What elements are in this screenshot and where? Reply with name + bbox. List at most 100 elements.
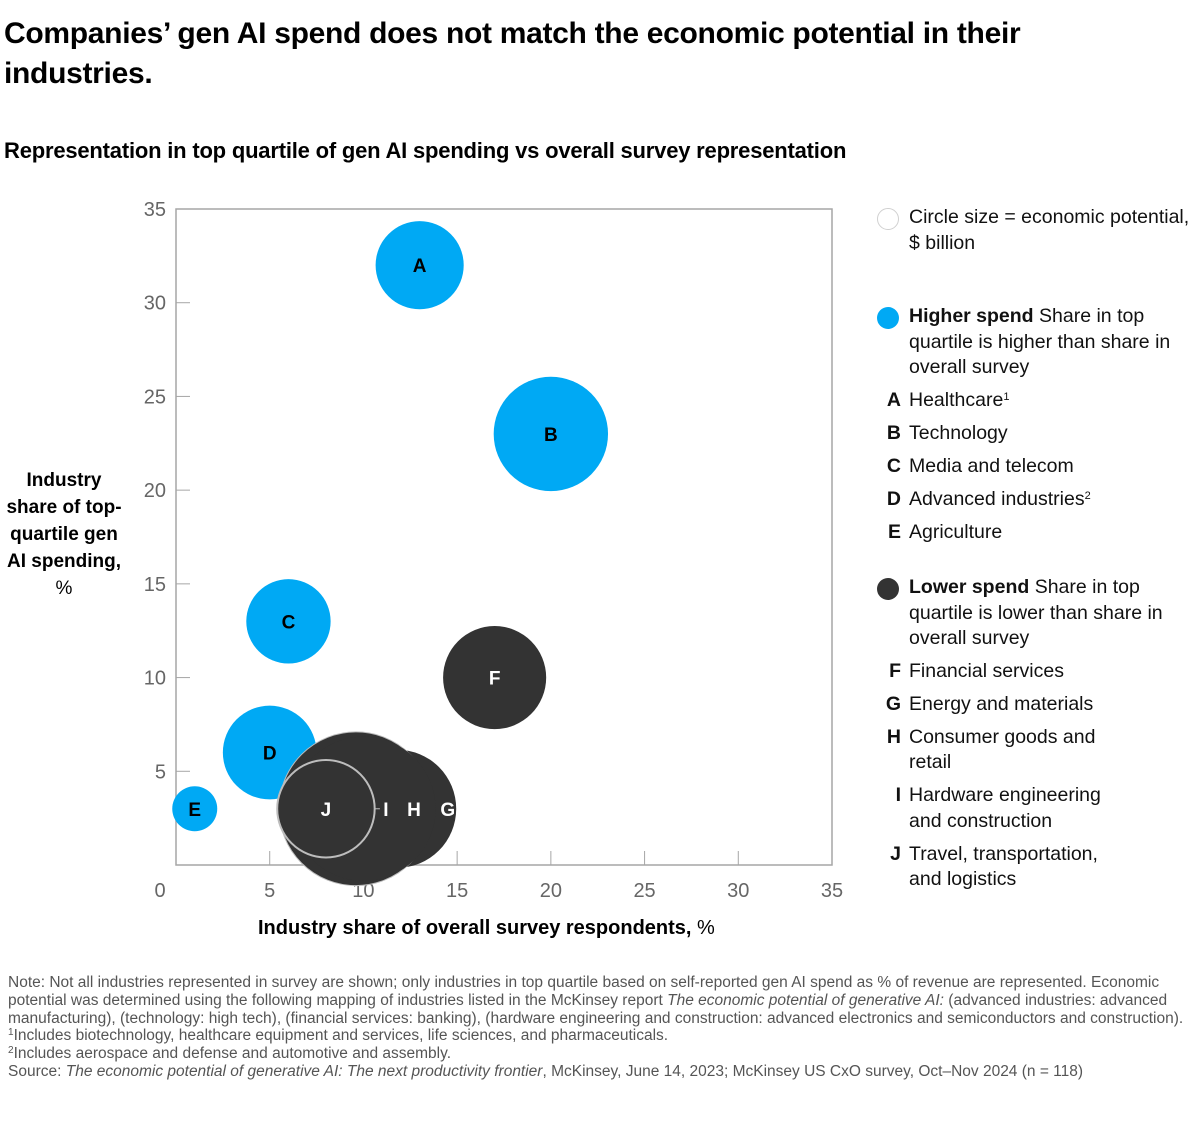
bubble-label-d: D: [263, 744, 277, 765]
x-tick-label: 35: [821, 880, 843, 902]
blue-circle-icon: [877, 307, 899, 329]
bubble-label-i: I: [383, 800, 388, 821]
note-text-2: (advanced industries: advanced manufactu…: [8, 991, 1184, 1027]
y-tick-label: 20: [144, 480, 166, 502]
legend-letter: E: [887, 520, 901, 543]
legend-item-g: G Energy and materials: [872, 692, 1124, 718]
y-tick-label: 15: [144, 574, 166, 596]
y-tick-label: 10: [144, 668, 166, 690]
bubble-label-h: H: [407, 800, 421, 821]
legend-letter: G: [885, 692, 901, 715]
legend-higher-desc: Share in top quartile is higher than sha…: [909, 305, 1171, 378]
note: Note: Not all industries represented in …: [8, 974, 1193, 1027]
x-tick-label: 30: [727, 880, 749, 902]
footnote-1: 1Includes biotechnology, healthcare equi…: [8, 1027, 1193, 1045]
legend-industry-label: Healthcare: [909, 388, 1004, 411]
legend-industry-label: Technology: [909, 421, 1008, 444]
empty-circle-icon: [877, 208, 899, 230]
x-axis-unit: %: [697, 917, 715, 939]
legend-higher-spend: Higher spend Share in top quartile is hi…: [872, 304, 1192, 381]
legend-industry-label: Hardware engineering and construction: [909, 784, 1101, 832]
legend-industry-label: Media and telecom: [909, 454, 1074, 477]
bubble-label-b: B: [544, 425, 558, 446]
bubble-b: [493, 376, 609, 492]
legend-industry-label: Consumer goods and retail: [909, 725, 1096, 774]
legend-lower-items: F Financial services G Energy and materials…: [872, 659, 1192, 893]
legend-item-i: I Hardware engineering and construction: [872, 783, 1124, 834]
y-tick-label: 5: [155, 761, 166, 783]
plot-frame: [175, 208, 833, 866]
x-tick-label: 20: [540, 880, 562, 902]
x-tick-label: 0: [154, 880, 165, 902]
legend-industry-label: Travel, transportation, and logistics: [909, 842, 1098, 891]
bubble-label-e: E: [188, 800, 201, 821]
footnote-2-mark: 2: [8, 1045, 14, 1057]
x-tick-label: 5: [264, 880, 275, 902]
source-rest: , McKinsey, June 14, 2023; McKinsey US C…: [542, 1062, 1084, 1080]
chart-title: Companies’ gen AI spend does not match t…: [4, 17, 1021, 90]
legend-letter: J: [890, 842, 901, 865]
legend-letter: F: [889, 659, 901, 682]
bubble-f: [443, 626, 547, 730]
footnotes: Note: Not all industries represented in …: [8, 974, 1193, 1081]
legend-size-note: Circle size = economic potential, $ bill…: [872, 205, 1192, 256]
y-tick-label: 30: [144, 293, 166, 315]
bubble-a: [375, 221, 464, 310]
note-text: Note: Not all industries represented in …: [8, 974, 1160, 1009]
y-axis-unit: %: [55, 578, 73, 599]
legend-higher-title: Higher spend: [909, 305, 1034, 327]
bubble-label-g: G: [440, 800, 455, 821]
source: Source: The economic potential of genera…: [8, 1063, 1193, 1081]
x-tick-label: 25: [633, 880, 655, 902]
x-tick-label: 15: [446, 880, 468, 902]
legend-letter: H: [886, 725, 901, 748]
legend-letter: B: [886, 421, 901, 444]
legend-item-j: J Travel, transportation, and logistics: [872, 842, 1124, 893]
bubble-c: [246, 579, 331, 664]
footnote-2: 2Includes aerospace and defense and auto…: [8, 1045, 1193, 1063]
y-tick-label: 25: [144, 386, 166, 408]
dark-circle-icon: [877, 578, 899, 600]
footnote-ref: 1: [1003, 390, 1010, 403]
legend-higher-items: A Healthcare1 B Technology C Media and teleco…: [872, 388, 1192, 546]
legend-item-f: F Financial services: [872, 659, 1124, 685]
legend-industry-label: Energy and materials: [909, 692, 1094, 715]
legend-letter: C: [886, 454, 901, 477]
legend-item-e: E Agriculture: [872, 520, 1192, 546]
legend-item-h: H Consumer goods and retail: [872, 725, 1124, 776]
legend-industry-label: Financial services: [909, 659, 1064, 682]
footnote-1-text: Includes biotechnology, healthcare equip…: [13, 1027, 669, 1045]
legend-size-text: Circle size = economic potential, $ bill…: [909, 206, 1190, 254]
legend-letter: A: [886, 388, 901, 411]
legend-lower-title: Lower spend: [909, 576, 1030, 598]
y-axis-label-text: Industry share of top-quartile gen AI sp…: [6, 470, 122, 572]
note-report-title: The economic potential of generative AI:: [667, 991, 944, 1009]
y-tick-label: 35: [144, 199, 166, 221]
y-axis-label: Industry share of top-quartile gen AI sp…: [0, 467, 128, 602]
legend-lower-desc: Share in top quartile is lower than shar…: [909, 576, 1163, 649]
x-axis-label: Industry share of overall survey respond…: [258, 917, 715, 940]
legend-item-a: A Healthcare1: [872, 388, 1192, 414]
chart-subtitle: Representation in top quartile of gen AI…: [4, 138, 847, 163]
footnote-ref: 2: [1084, 489, 1091, 502]
legend-item-c: C Media and telecom: [872, 454, 1192, 480]
legend-item-b: B Technology: [872, 421, 1192, 447]
bubble-label-f: F: [489, 669, 501, 690]
legend-letter: I: [895, 784, 901, 806]
legend-letter: D: [886, 487, 901, 510]
legend-industry-label: Agriculture: [909, 520, 1003, 543]
footnote-1-mark: 1: [8, 1027, 14, 1039]
source-label: Source:: [8, 1062, 66, 1080]
legend-item-d: D Advanced industries2: [872, 487, 1192, 513]
bubble-label-c: C: [282, 612, 296, 633]
legend-lower-spend: Lower spend Share in top quartile is low…: [872, 575, 1192, 652]
bubble-label-j: J: [321, 800, 332, 821]
x-axis-label-text: Industry share of overall survey respond…: [258, 917, 692, 939]
bubble-e: [172, 786, 218, 832]
legend: Circle size = economic potential, $ bill…: [872, 205, 1192, 900]
footnote-2-text: Includes aerospace and defense and autom…: [13, 1045, 452, 1063]
legend-industry-label: Advanced industries: [909, 487, 1085, 510]
bubble-label-a: A: [413, 256, 427, 277]
source-title: The economic potential of generative AI:…: [65, 1062, 543, 1080]
